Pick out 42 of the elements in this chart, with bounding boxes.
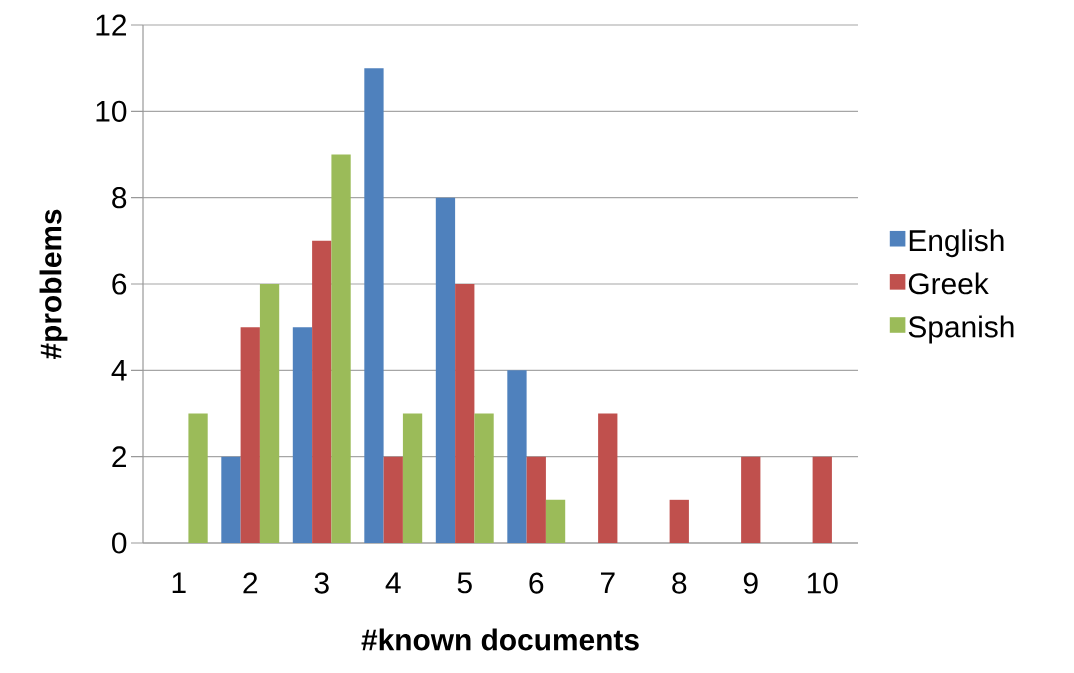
y-tick-label: 0 <box>112 532 127 554</box>
bar <box>188 413 208 543</box>
x-tick-label: 1 <box>172 572 186 594</box>
y-tick-label: 8 <box>112 187 127 209</box>
x-tick-label: 10 <box>807 572 838 594</box>
bar <box>812 456 832 543</box>
bar <box>364 68 384 543</box>
x-tick-label: 9 <box>743 572 758 594</box>
bar <box>292 327 313 543</box>
bar <box>331 154 351 543</box>
bar <box>474 413 494 543</box>
y-tick-label: 10 <box>96 100 127 122</box>
bar <box>526 456 546 543</box>
legend-label: Spanish <box>908 315 1014 344</box>
bar <box>383 456 403 543</box>
x-tick-label: 6 <box>529 572 544 594</box>
y-axis-title: #problems <box>39 209 68 360</box>
y-tick-label: 2 <box>112 446 126 468</box>
bar <box>669 499 689 543</box>
x-tick-label: 4 <box>385 572 401 594</box>
legend-label: Greek <box>908 272 989 295</box>
x-tick-label: 3 <box>314 572 329 594</box>
bar <box>312 240 332 543</box>
y-tick-label: 4 <box>111 360 127 381</box>
bar <box>545 499 566 543</box>
bar <box>402 413 423 543</box>
bar <box>221 456 241 543</box>
x-axis-title: #known documents <box>361 628 639 651</box>
x-tick-label: 8 <box>672 572 687 594</box>
bar <box>435 197 456 543</box>
bar <box>741 456 761 543</box>
bar <box>240 327 260 543</box>
x-tick-label: 7 <box>600 572 615 594</box>
bar <box>598 413 618 543</box>
bar <box>259 283 280 543</box>
y-tick-label: 6 <box>112 273 127 295</box>
x-tick-label: 5 <box>457 572 472 594</box>
y-tick-label: 12 <box>96 14 126 36</box>
bar <box>455 283 475 543</box>
bar <box>507 370 527 543</box>
legend-label: English <box>909 229 1004 258</box>
x-tick-label: 2 <box>243 572 258 594</box>
